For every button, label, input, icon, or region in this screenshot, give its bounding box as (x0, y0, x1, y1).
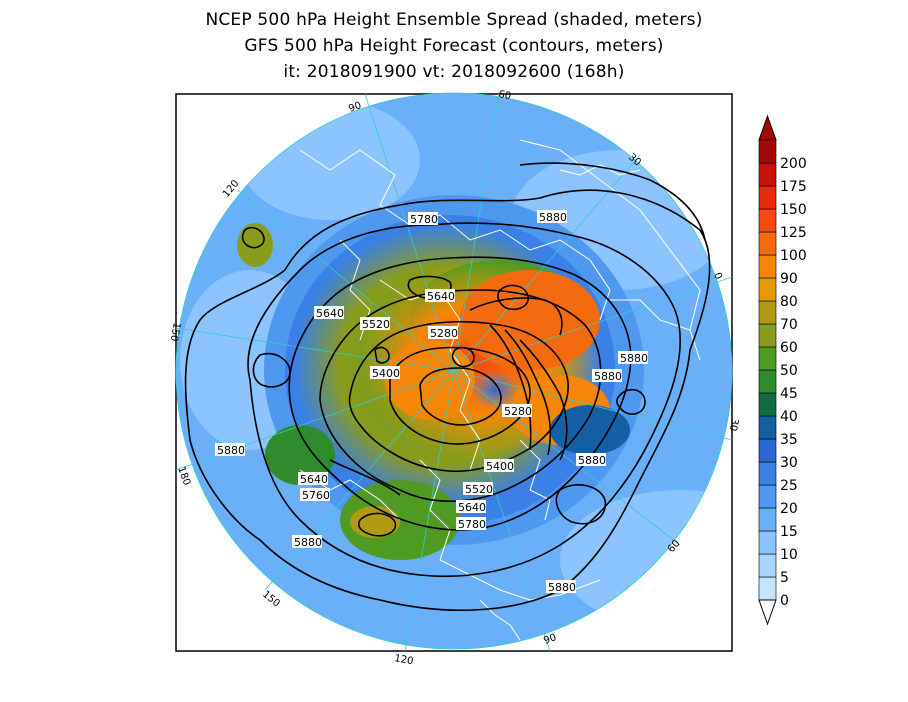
colorbar-tick-label: 45 (780, 386, 798, 402)
lon-label: 90 (347, 100, 363, 115)
colorbar-swatch (758, 162, 777, 187)
contour-label: 5400 (484, 459, 514, 473)
svg-text:5880: 5880 (548, 581, 576, 594)
title-line-3: it: 2018091900 vt: 2018092600 (168h) (283, 62, 625, 82)
graticule (175, 92, 733, 652)
svg-text:5280: 5280 (430, 327, 458, 340)
colorbar-tick-label: 100 (780, 248, 807, 264)
svg-text:5520: 5520 (465, 483, 493, 496)
contour-labels: 5780 5880 5640 5520 5280 5400 5640 5880 … (215, 210, 648, 594)
svg-text:5780: 5780 (410, 213, 438, 226)
contour-label: 5880 (215, 443, 245, 457)
svg-text:5880: 5880 (217, 444, 245, 457)
colorbar-tick-label: 25 (780, 478, 798, 494)
title-line-1: NCEP 500 hPa Height Ensemble Spread (sha… (205, 10, 703, 30)
colorbar-swatch (758, 323, 777, 348)
svg-text:5880: 5880 (578, 454, 606, 467)
svg-text:5400: 5400 (372, 367, 400, 380)
colorbar-tick-label: 15 (780, 524, 798, 540)
svg-text:5880: 5880 (594, 370, 622, 383)
colorbar-swatch (758, 392, 777, 417)
svg-text:5640: 5640 (300, 473, 328, 486)
contour-label: 5880 (537, 210, 567, 224)
colorbar-tick-label: 5 (780, 570, 789, 586)
lon-label: 150 (168, 321, 182, 342)
lon-label: 60 (497, 89, 511, 102)
colorbar-bottom-arrow (758, 599, 777, 626)
colorbar-tick-label: 80 (780, 294, 798, 310)
colorbar-swatch (758, 530, 777, 555)
colorbar: 0 5 10 15 20 25 30 35 40 45 50 60 70 80 90 100 125 150 175… (758, 114, 807, 626)
contour-label: 5280 (502, 404, 532, 418)
colorbar-tick-label: 60 (780, 340, 798, 356)
colorbar-swatch (758, 277, 777, 302)
svg-text:5400: 5400 (486, 460, 514, 473)
svg-text:5640: 5640 (427, 290, 455, 303)
contour-label: 5760 (300, 488, 330, 502)
contour-label: 5640 (456, 500, 486, 514)
svg-text:5880: 5880 (294, 536, 322, 549)
contour-label: 5640 (314, 306, 344, 320)
contour-label: 5880 (618, 351, 648, 365)
colorbar-swatch (758, 576, 777, 601)
colorbar-tick-label: 175 (780, 179, 807, 195)
colorbar-swatch (758, 438, 777, 463)
colorbar-tick-label: 35 (780, 432, 798, 448)
contour-label: 5880 (546, 580, 576, 594)
svg-text:5880: 5880 (620, 352, 648, 365)
contour-label: 5880 (592, 369, 622, 383)
lon-label: 120 (393, 653, 414, 667)
colorbar-swatch (758, 553, 777, 578)
contour-label: 5520 (463, 482, 493, 496)
contour-label: 5780 (456, 517, 486, 531)
colorbar-swatch (758, 139, 777, 164)
lon-label: 0 (711, 271, 724, 281)
colorbar-tick-label: 30 (780, 455, 798, 471)
colorbar-swatch (758, 346, 777, 371)
colorbar-swatch (758, 208, 777, 233)
contour-label: 5880 (292, 535, 322, 549)
contour-label: 5640 (425, 289, 455, 303)
colorbar-swatch (758, 369, 777, 394)
lon-label: 30 (727, 417, 740, 431)
colorbar-swatch (758, 185, 777, 210)
colorbar-tick-label: 70 (780, 317, 798, 333)
colorbar-swatch (758, 231, 777, 256)
svg-text:5640: 5640 (316, 307, 344, 320)
contour-label: 5520 (360, 317, 390, 331)
colorbar-tick-label: 125 (780, 225, 807, 241)
svg-text:5640: 5640 (458, 501, 486, 514)
colorbar-tick-label: 150 (780, 202, 807, 218)
colorbar-swatch (758, 254, 777, 279)
colorbar-tick-label: 90 (780, 271, 798, 287)
contour-label: 5400 (370, 366, 400, 380)
spread-shading (176, 93, 732, 649)
contour-label: 5640 (298, 472, 328, 486)
colorbar-swatch (758, 461, 777, 486)
colorbar-swatch (758, 507, 777, 532)
svg-text:5760: 5760 (302, 489, 330, 502)
colorbar-swatch (758, 300, 777, 325)
lon-label: 90 (542, 632, 558, 647)
svg-text:5780: 5780 (458, 518, 486, 531)
colorbar-swatch (758, 484, 777, 509)
colorbar-swatch (758, 415, 777, 440)
height-contours (184, 162, 711, 612)
colorbar-top-arrow (758, 114, 777, 141)
colorbar-tick-label: 10 (780, 547, 798, 563)
svg-text:5520: 5520 (362, 318, 390, 331)
colorbar-tick-label: 20 (780, 501, 798, 517)
contour-label: 5280 (428, 326, 458, 340)
title-line-2: GFS 500 hPa Height Forecast (contours, m… (244, 36, 664, 56)
contour-label: 5780 (408, 212, 438, 226)
svg-text:5280: 5280 (504, 405, 532, 418)
colorbar-tick-label: 40 (780, 409, 798, 425)
colorbar-tick-label: 0 (780, 593, 789, 609)
colorbar-tick-label: 50 (780, 363, 798, 379)
colorbar-tick-label: 200 (780, 156, 807, 172)
contour-label: 5880 (576, 453, 606, 467)
svg-text:5880: 5880 (539, 211, 567, 224)
